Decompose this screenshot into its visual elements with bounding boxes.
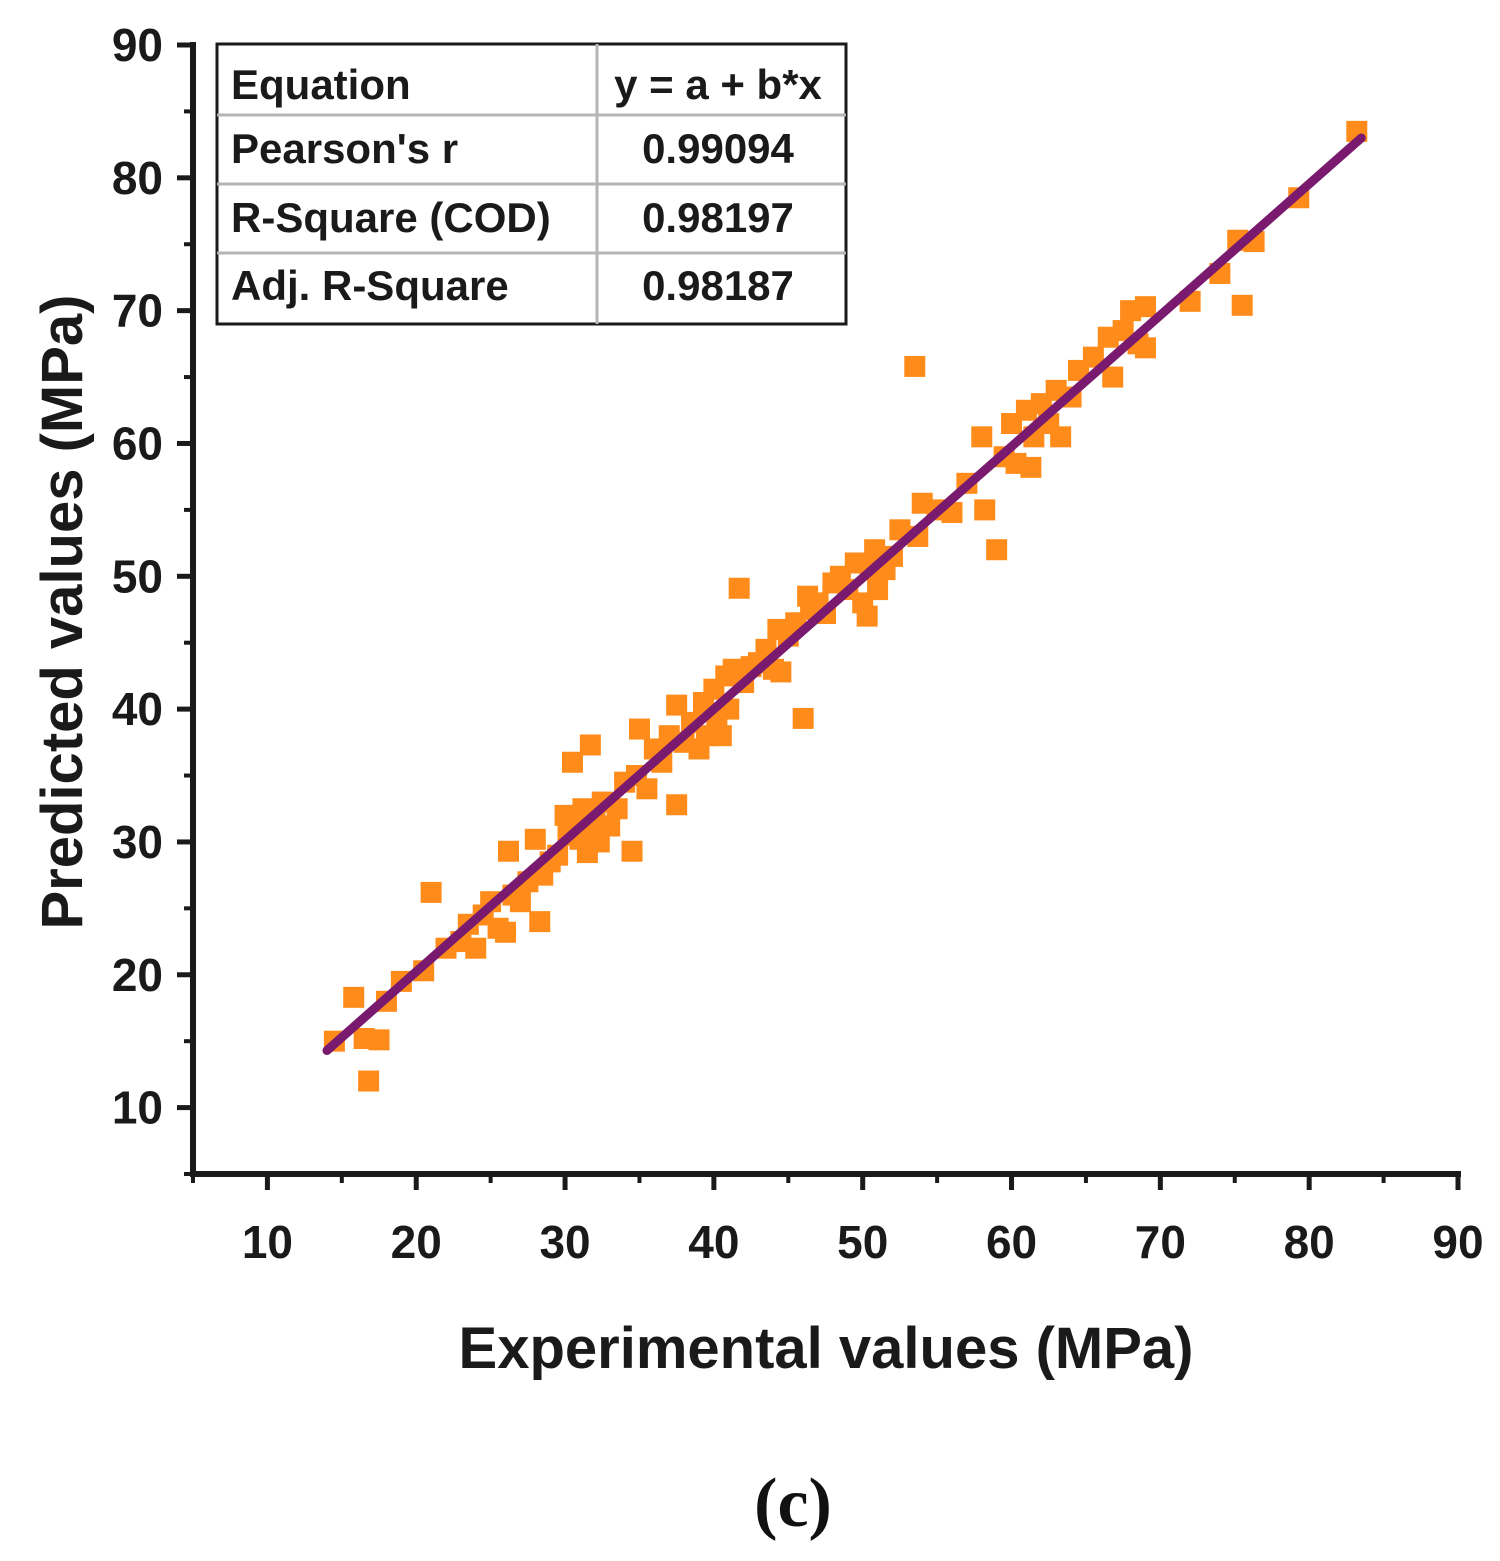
data-point (904, 355, 926, 377)
data-point (1102, 366, 1124, 388)
data-point (465, 937, 487, 959)
y-tick-label: 40 (112, 683, 163, 735)
x-tick-label: 40 (688, 1216, 739, 1268)
y-tick-label: 70 (112, 285, 163, 337)
data-point (509, 891, 531, 913)
x-axis-ticks: 10 20 30 40 50 60 70 80 90 (191, 1174, 1484, 1268)
x-tick-label: 80 (1284, 1216, 1335, 1268)
stats-row-value: 0.99094 (642, 125, 794, 172)
x-tick-label: 10 (242, 1216, 293, 1268)
data-point (579, 734, 601, 756)
data-point (529, 911, 551, 933)
data-point (856, 605, 878, 627)
stats-row-label: Adj. R-Square (231, 262, 509, 309)
x-tick-label: 90 (1432, 1216, 1483, 1268)
stats-table: Equation y = a + b*x Pearson's r 0.99094… (215, 42, 848, 326)
y-tick-label: 60 (112, 417, 163, 469)
x-tick-label: 70 (1135, 1216, 1186, 1268)
data-point (770, 661, 792, 683)
y-axis-ticks: 10 20 30 40 50 60 70 80 90 (112, 19, 193, 1176)
data-point (666, 794, 688, 816)
x-tick-label: 30 (539, 1216, 590, 1268)
data-point (728, 577, 750, 599)
data-points (323, 120, 1368, 1092)
panel-label: (c) (754, 1465, 832, 1542)
data-point (1134, 296, 1156, 318)
data-point (971, 426, 993, 448)
data-point (343, 986, 365, 1008)
y-tick-label: 10 (112, 1082, 163, 1134)
data-point (986, 539, 1008, 561)
data-point (420, 881, 442, 903)
y-axis-title: Predicted values (MPa) (30, 295, 95, 930)
y-tick-label: 50 (112, 550, 163, 602)
data-point (599, 815, 621, 837)
data-point (524, 828, 546, 850)
data-point (588, 831, 610, 853)
stats-row-value: 0.98187 (642, 262, 794, 309)
data-point (1050, 426, 1072, 448)
data-point (1231, 294, 1253, 316)
data-point (495, 921, 517, 943)
data-point (562, 751, 583, 773)
data-point (368, 1029, 390, 1051)
data-point (636, 778, 658, 800)
data-point (710, 725, 732, 747)
data-point (792, 707, 814, 729)
x-tick-label: 60 (986, 1216, 1037, 1268)
data-point (628, 718, 650, 740)
stats-row-value: y = a + b*x (614, 61, 822, 108)
y-tick-label: 90 (112, 19, 163, 71)
stats-row-label: Pearson's r (231, 125, 458, 172)
stats-row-label: R-Square (COD) (231, 194, 551, 241)
x-tick-label: 50 (837, 1216, 888, 1268)
x-tick-label: 20 (391, 1216, 442, 1268)
y-tick-label: 80 (112, 152, 163, 204)
data-point (621, 840, 643, 862)
data-point (974, 499, 996, 521)
data-point (864, 539, 886, 561)
data-point (1134, 337, 1156, 359)
y-tick-label: 30 (112, 816, 163, 868)
data-point (498, 840, 520, 862)
y-tick-label: 20 (112, 949, 163, 1001)
data-point (666, 694, 688, 716)
data-point (358, 1070, 380, 1092)
stats-row-label: Equation (231, 61, 411, 108)
fit-line (322, 133, 1366, 1055)
data-point (1020, 456, 1042, 478)
stats-row-value: 0.98197 (642, 194, 794, 241)
data-point (867, 579, 889, 601)
data-point (1082, 346, 1104, 368)
x-axis-title: Experimental values (MPa) (459, 1316, 1194, 1381)
